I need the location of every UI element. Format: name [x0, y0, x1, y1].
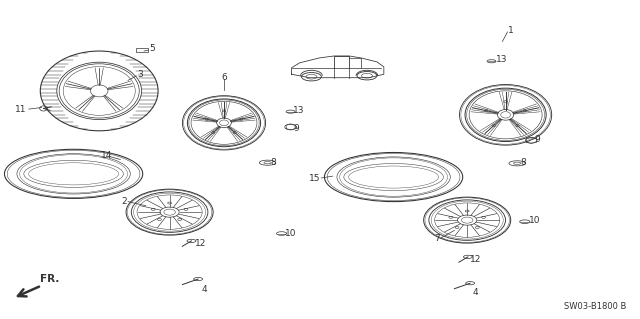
- Text: 8: 8: [520, 158, 526, 167]
- Text: 1: 1: [508, 26, 513, 35]
- Bar: [136, 48, 148, 52]
- Text: 12: 12: [470, 256, 482, 264]
- Text: 5: 5: [150, 44, 156, 53]
- Text: 11: 11: [15, 105, 27, 114]
- Text: 9: 9: [534, 135, 540, 144]
- Text: 10: 10: [529, 216, 540, 225]
- Text: 12: 12: [195, 239, 207, 248]
- Text: 14: 14: [101, 151, 113, 160]
- Text: 4: 4: [202, 285, 207, 294]
- Text: FR.: FR.: [40, 274, 59, 284]
- Text: 9: 9: [293, 124, 299, 133]
- Text: 4: 4: [472, 288, 478, 297]
- Text: 2: 2: [121, 197, 127, 206]
- Text: 15: 15: [308, 174, 320, 182]
- Text: 3: 3: [138, 70, 143, 79]
- Text: 6: 6: [221, 73, 227, 82]
- Text: 8: 8: [270, 158, 276, 167]
- Text: 7: 7: [435, 234, 440, 243]
- Text: 13: 13: [496, 56, 508, 64]
- Text: 10: 10: [285, 229, 296, 238]
- Text: SW03-B1800 B: SW03-B1800 B: [564, 302, 626, 311]
- Text: 13: 13: [293, 106, 305, 115]
